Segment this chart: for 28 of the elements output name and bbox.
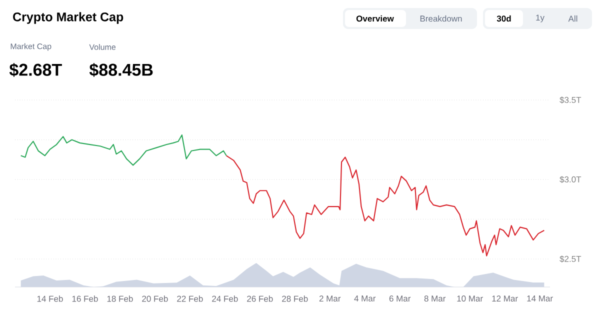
x-tick-label: 16 Feb bbox=[72, 296, 98, 302]
text: All bbox=[568, 15, 578, 22]
text: Overview bbox=[356, 15, 394, 22]
x-tick-label: 4 Mar bbox=[354, 296, 376, 302]
x-tick-label: 22 Feb bbox=[177, 296, 203, 302]
y-tick-label: $3.0T bbox=[560, 176, 582, 183]
text: Breakdown bbox=[420, 15, 462, 22]
chart-title: Crypto Market Cap bbox=[13, 12, 124, 24]
x-tick-label: 8 Mar bbox=[424, 296, 446, 302]
x-tick-label: 20 Feb bbox=[142, 296, 168, 302]
x-tick-label: 28 Feb bbox=[282, 296, 308, 302]
text: Volume bbox=[89, 44, 116, 50]
x-tick-label: 12 Mar bbox=[492, 296, 518, 302]
text: 1y bbox=[536, 14, 544, 22]
x-tick-label: 14 Mar bbox=[527, 296, 553, 302]
x-tick-label: 18 Feb bbox=[107, 296, 133, 302]
x-tick-label: 24 Feb bbox=[212, 296, 238, 302]
y-tick-label: $2.5T bbox=[560, 256, 582, 262]
x-tick-label: 6 Mar bbox=[389, 296, 411, 302]
x-tick-label: 26 Feb bbox=[247, 296, 273, 302]
y-tick-label: $3.5T bbox=[560, 96, 582, 104]
x-tick-label: 14 Feb bbox=[37, 296, 63, 302]
text: 30d bbox=[496, 15, 511, 22]
text: $88.45B bbox=[89, 63, 153, 77]
text: $2.68T bbox=[9, 63, 62, 77]
text: Market Cap bbox=[10, 43, 52, 51]
x-tick-label: 10 Mar bbox=[457, 296, 483, 302]
x-tick-label: 2 Mar bbox=[319, 296, 341, 302]
